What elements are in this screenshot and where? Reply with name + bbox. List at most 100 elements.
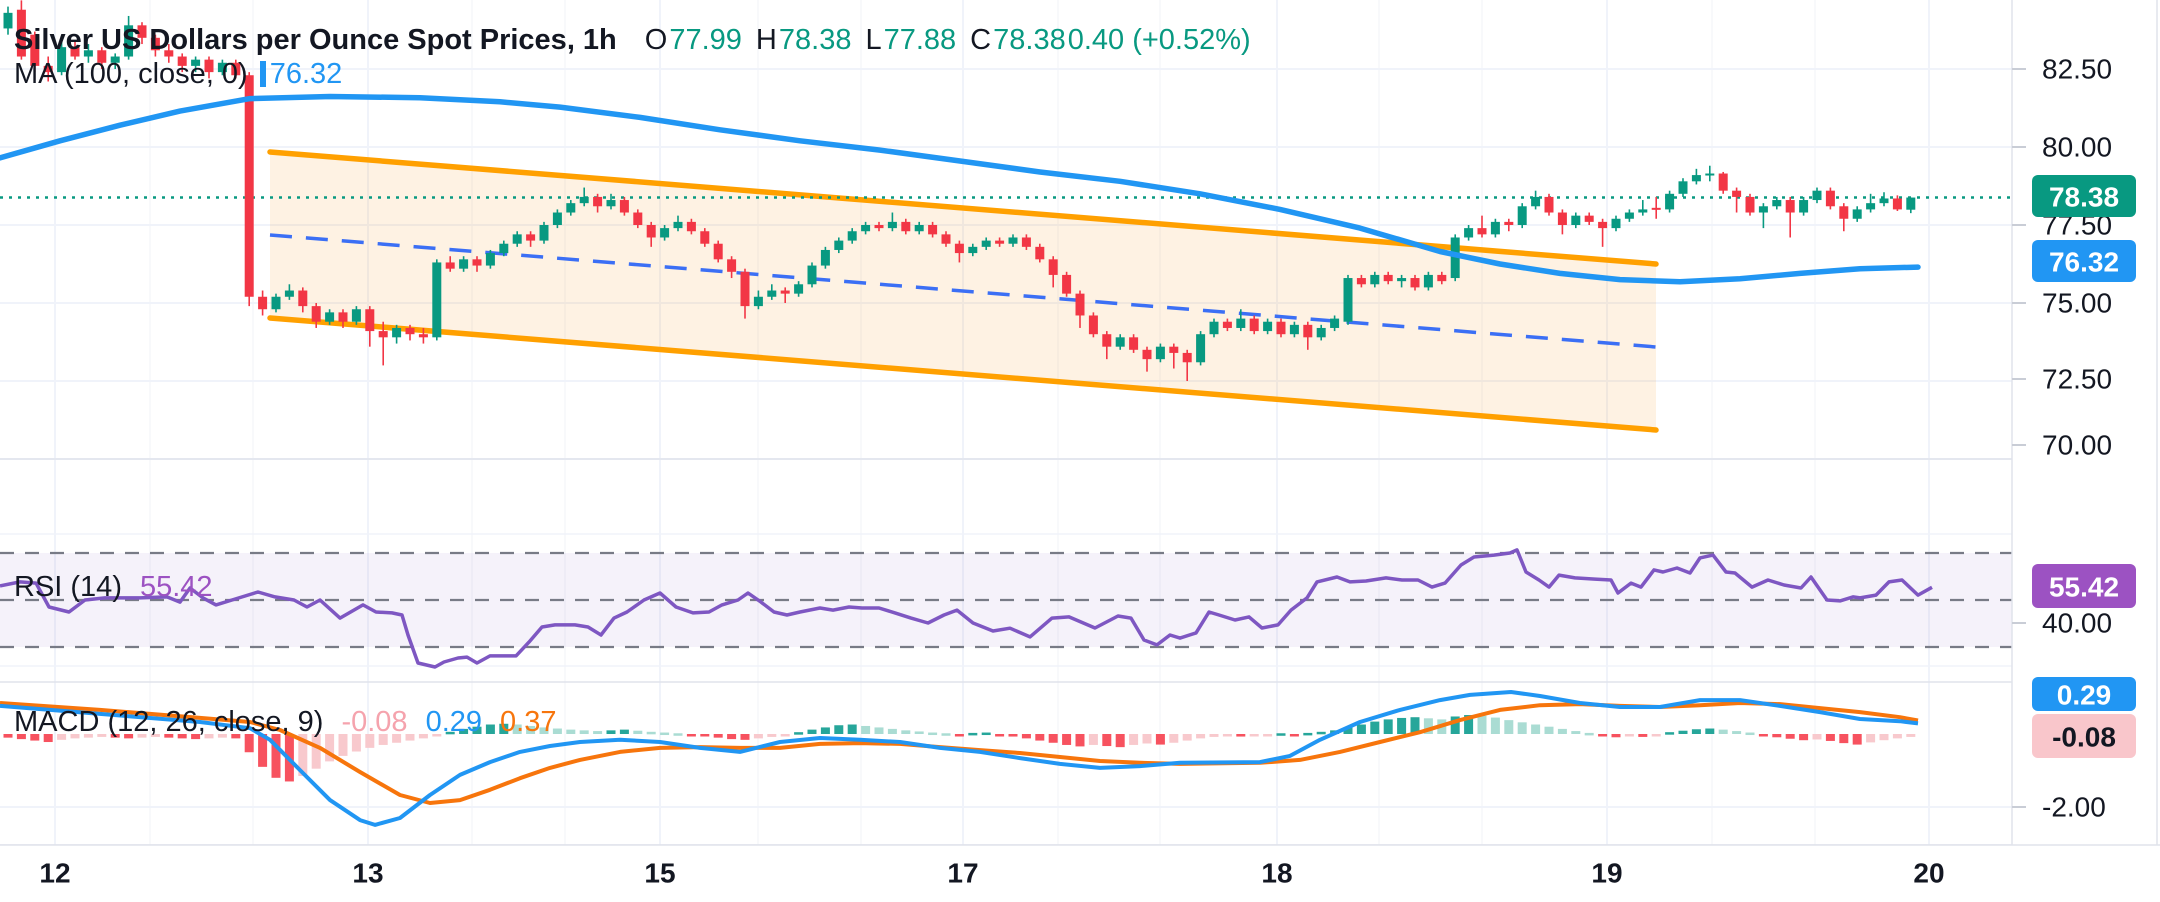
macd-legend-label[interactable]: MACD (12, 26, close, 9) xyxy=(14,706,324,738)
macd-histogram-bar xyxy=(1678,730,1688,734)
price-axis-label: 72.50 xyxy=(2042,364,2112,395)
macd-histogram-bar xyxy=(700,734,710,737)
time-axis-label: 18 xyxy=(1261,858,1292,889)
candle-body xyxy=(472,259,482,266)
candle-body xyxy=(794,284,804,294)
candle-body xyxy=(1624,212,1634,219)
candle-body xyxy=(30,34,40,66)
macd-histogram-bar xyxy=(1691,729,1701,734)
ma100-line[interactable] xyxy=(0,93,1921,285)
candle-body xyxy=(861,225,871,232)
macd-histogram-bar xyxy=(1812,734,1822,740)
candle-body xyxy=(1825,190,1835,207)
macd-histogram-bar xyxy=(713,734,723,738)
ma-legend-label[interactable]: MA (100, close, 0) xyxy=(14,58,248,90)
macd-histogram-bar xyxy=(1356,724,1366,734)
macd-histogram-bar xyxy=(1062,734,1072,745)
candle-body xyxy=(1383,274,1393,282)
macd-histogram-bar xyxy=(1115,734,1125,748)
macd-legend: MACD (12, 26, close, 9) -0.08 0.29 0.37 xyxy=(14,706,556,739)
candle-body xyxy=(1169,346,1179,353)
candle-body xyxy=(740,271,750,307)
candle-body xyxy=(392,327,402,338)
candle-body xyxy=(1504,221,1514,225)
macd-histogram-bar xyxy=(1785,734,1795,739)
macd-histogram-bar xyxy=(271,734,281,778)
macd-histogram-bar xyxy=(217,734,227,738)
candle-body xyxy=(110,56,120,63)
candle-body xyxy=(191,59,201,66)
time-axis-area[interactable] xyxy=(0,845,2160,902)
high-label: H xyxy=(755,24,777,56)
time-axis-label: 17 xyxy=(947,858,978,889)
macd-histogram-bar xyxy=(1866,734,1876,743)
candle-body xyxy=(660,228,670,238)
price-axis-label: 80.00 xyxy=(2042,132,2112,163)
candle-body xyxy=(1410,278,1420,288)
macd-histogram-bar xyxy=(834,725,844,734)
macd-histogram-bar xyxy=(1222,734,1232,737)
candle-body xyxy=(1263,321,1273,332)
candle-body xyxy=(1557,212,1567,225)
candle-body xyxy=(1772,200,1782,207)
candle-body xyxy=(1075,293,1085,316)
candle-body xyxy=(338,312,348,322)
macd-histogram-bar xyxy=(1383,719,1393,734)
macd-histogram-bar xyxy=(887,728,897,734)
price-axis-label: 82.50 xyxy=(2042,54,2112,85)
macd-histogram-bar xyxy=(1772,734,1782,738)
macd-hist-badge: -0.08 xyxy=(2052,722,2116,753)
rsi-legend-label[interactable]: RSI (14) xyxy=(14,571,122,603)
candle-body xyxy=(1008,237,1018,244)
macd-signal-value: 0.37 xyxy=(500,706,557,738)
candle-body xyxy=(1745,196,1755,213)
macd-line[interactable] xyxy=(0,690,1919,827)
macd-histogram-bar xyxy=(1544,726,1554,734)
price-axis-label: 70.00 xyxy=(2042,430,2112,461)
macd-histogram-bar xyxy=(941,733,951,736)
candle-body xyxy=(1370,274,1380,285)
macd-histogram-bar xyxy=(526,725,536,734)
time-axis-label: 15 xyxy=(644,858,675,889)
ma-value-marker xyxy=(259,61,266,87)
macd-histogram-bar xyxy=(914,731,924,734)
candle-body xyxy=(1866,203,1876,210)
channel-mid-dashed-line[interactable] xyxy=(269,233,1657,349)
symbol-title[interactable]: Silver US Dollars per Ounce Spot Prices,… xyxy=(14,24,617,56)
candle-body xyxy=(244,75,254,297)
time-axis-label: 19 xyxy=(1591,858,1622,889)
macd-histogram-bar xyxy=(1571,731,1581,734)
macd-histogram-bar xyxy=(177,734,187,739)
macd-histogram-bar xyxy=(338,734,348,756)
macd-histogram-bar xyxy=(110,734,120,738)
candle-body xyxy=(97,50,107,63)
candle-body xyxy=(57,47,67,73)
candle-body xyxy=(124,25,134,57)
macd-histogram-bar xyxy=(418,734,428,739)
candle-body xyxy=(539,225,549,241)
macd-histogram-bar xyxy=(499,723,509,734)
macd-histogram-bar xyxy=(365,734,375,748)
macd-histogram-bar xyxy=(30,734,40,741)
macd-histogram-bar xyxy=(1477,715,1487,734)
macd-histogram-bar xyxy=(686,734,696,737)
macd-histogram-bar xyxy=(1209,734,1219,737)
macd-histogram-bar xyxy=(298,734,308,776)
candle-body xyxy=(1356,278,1366,285)
macd-histogram-bar xyxy=(1705,728,1715,734)
rsi-line[interactable] xyxy=(0,548,1933,669)
macd-histogram-bar xyxy=(1839,734,1849,744)
macd-histogram-bar xyxy=(981,732,991,736)
macd-histogram-bar xyxy=(1182,734,1192,741)
channel-bottom-line[interactable] xyxy=(267,315,1659,433)
candle-body xyxy=(526,234,536,241)
candle-body xyxy=(1343,278,1353,322)
candle-body xyxy=(593,196,603,207)
macd-histogram-bar xyxy=(445,731,455,735)
macd-histogram-bar xyxy=(57,734,67,740)
macd-histogram-bar xyxy=(231,734,241,739)
candle-body xyxy=(1678,181,1688,194)
candle-body xyxy=(1035,246,1045,260)
macd-histogram-bar xyxy=(901,730,911,734)
